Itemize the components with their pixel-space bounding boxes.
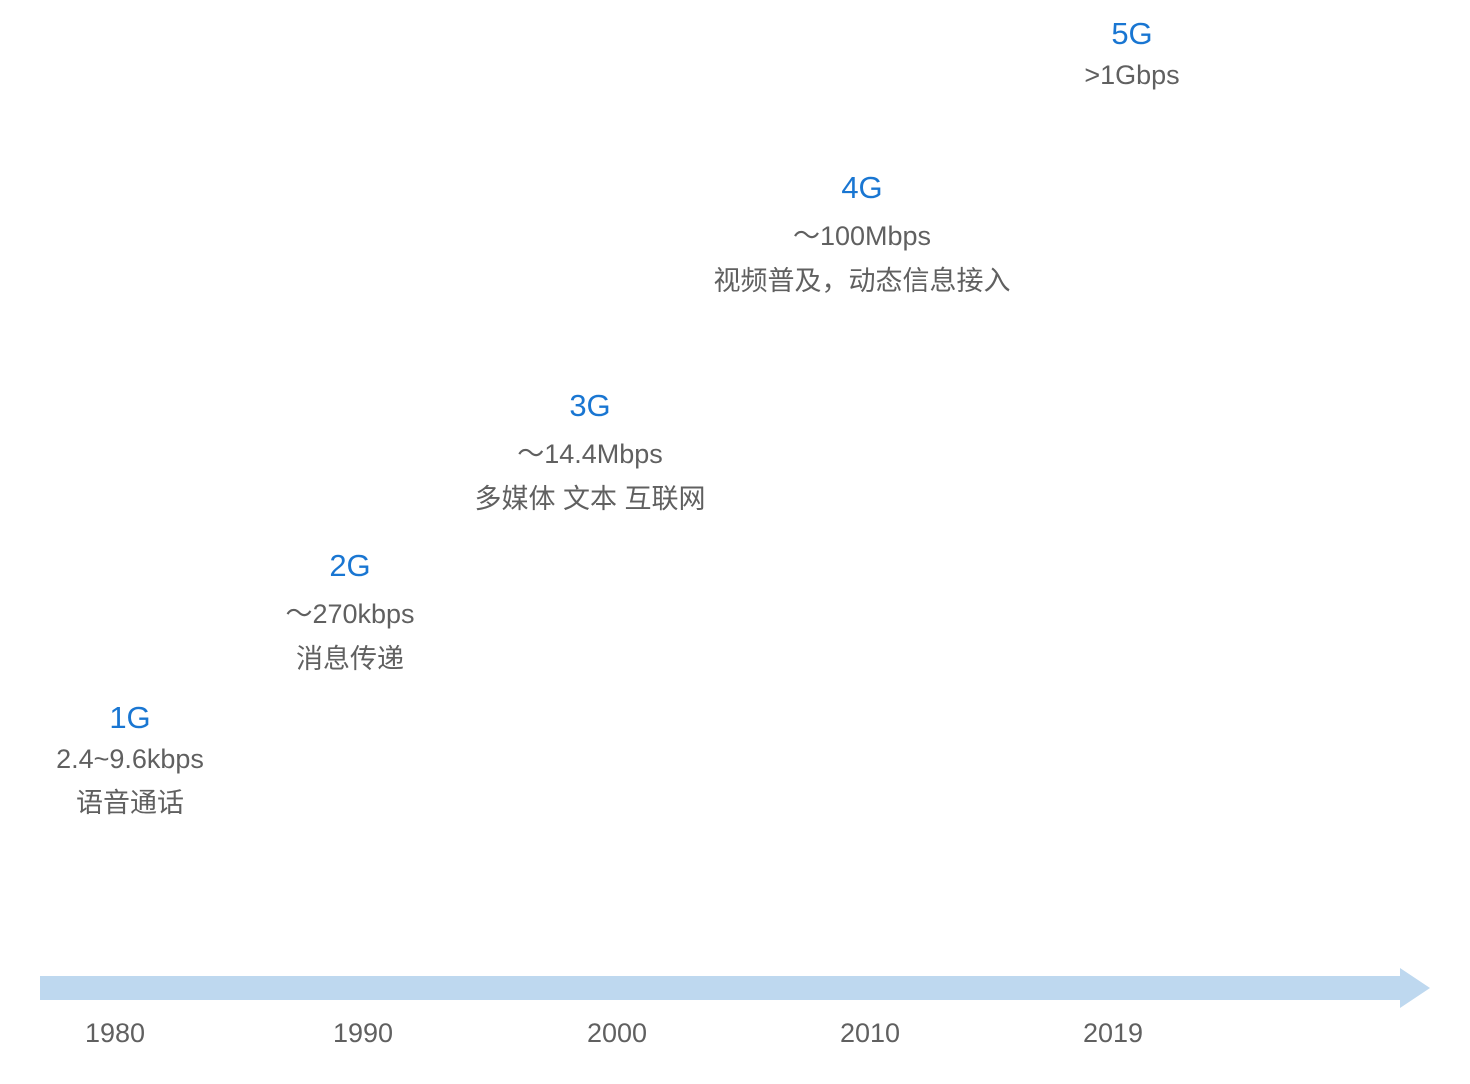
gen-4g-desc: 视频普及，动态信息接入 xyxy=(714,259,1011,298)
gen-1g: 1G 2.4~9.6kbps 语音通话 xyxy=(56,700,204,820)
gen-3g-desc: 多媒体 文本 互联网 xyxy=(474,477,705,516)
gen-2g: 2G ～270kbps 消息传递 xyxy=(285,548,414,676)
gen-5g: 5G >1Gbps xyxy=(1084,16,1179,97)
gen-3g-title: 3G xyxy=(474,388,705,424)
gen-4g-speed: ～100Mbps xyxy=(714,214,1011,253)
gen-1g-desc: 语音通话 xyxy=(56,781,204,820)
year-1980: 1980 xyxy=(85,1018,145,1049)
gen-4g-title: 4G xyxy=(714,170,1011,206)
timeline-arrow-icon xyxy=(1400,968,1430,1008)
gen-3g: 3G ～14.4Mbps 多媒体 文本 互联网 xyxy=(474,388,705,516)
timeline-axis xyxy=(40,976,1400,1000)
gen-1g-speed: 2.4~9.6kbps xyxy=(56,744,204,775)
gen-5g-title: 5G xyxy=(1084,16,1179,52)
gen-3g-speed: ～14.4Mbps xyxy=(474,432,705,471)
gen-5g-speed: >1Gbps xyxy=(1084,60,1179,91)
timeline-diagram: 1G 2.4~9.6kbps 语音通话 2G ～270kbps 消息传递 3G … xyxy=(0,0,1470,1084)
gen-2g-title: 2G xyxy=(285,548,414,584)
gen-2g-speed: ～270kbps xyxy=(285,592,414,631)
gen-2g-desc: 消息传递 xyxy=(285,637,414,676)
year-1990: 1990 xyxy=(333,1018,393,1049)
gen-1g-title: 1G xyxy=(56,700,204,736)
year-2000: 2000 xyxy=(587,1018,647,1049)
gen-4g: 4G ～100Mbps 视频普及，动态信息接入 xyxy=(714,170,1011,298)
year-2010: 2010 xyxy=(840,1018,900,1049)
year-2019: 2019 xyxy=(1083,1018,1143,1049)
